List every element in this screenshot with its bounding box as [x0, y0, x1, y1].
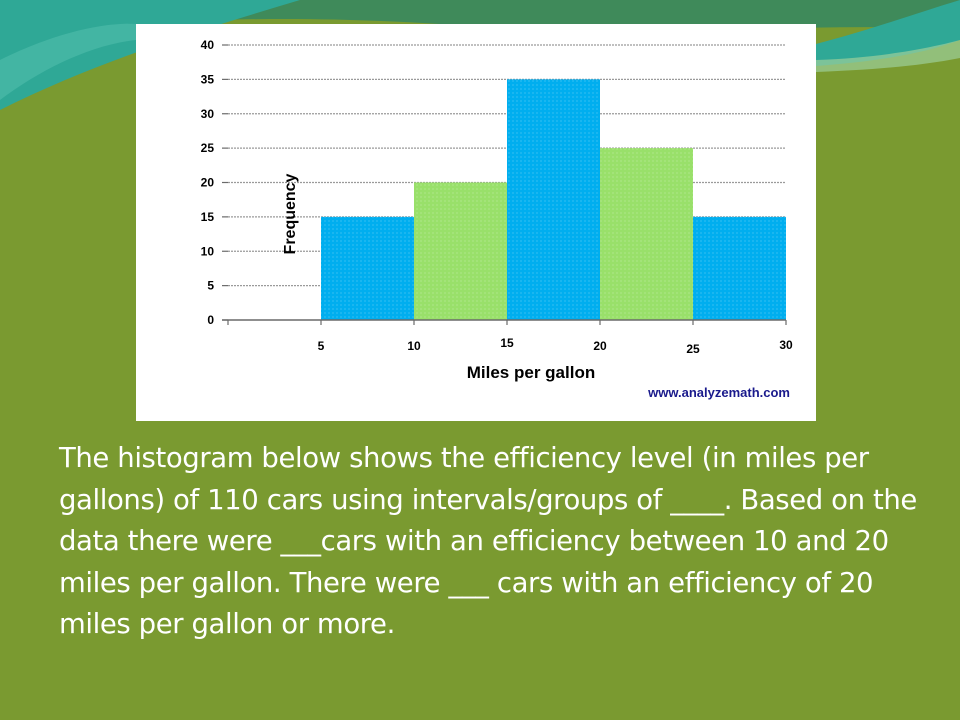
x-tick-label-20: 20	[593, 339, 607, 353]
bar-texture-5-10	[321, 216, 414, 320]
x-tick-labels: 5 10 15 20 25 30	[318, 336, 793, 356]
y-tick-labels: 0 5 10 15 20 25 30 35 40	[201, 38, 215, 327]
question-text: The histogram below shows the efficiency…	[59, 442, 917, 640]
y-tick-label-15: 15	[201, 210, 215, 224]
bar-texture-15-20	[507, 79, 600, 320]
histogram-chart: 0 5 10 15 20 25 30 35 40 5 10 15 20 25 30 Frequency M…	[201, 38, 793, 400]
watermark-text: www.analyzemath.com	[647, 385, 790, 400]
x-tick-label-10: 10	[407, 339, 421, 353]
x-tick-label-30: 30	[779, 338, 793, 352]
y-tick-label-30: 30	[201, 107, 215, 121]
x-tick-label-5: 5	[318, 339, 325, 353]
y-tick-label-40: 40	[201, 38, 215, 52]
bar-texture-25-30	[693, 216, 786, 320]
x-tick-label-25: 25	[686, 342, 700, 356]
y-tick-label-35: 35	[201, 72, 215, 86]
chart-panel: 0 5 10 15 20 25 30 35 40 5 10 15 20 25 30 Frequency M…	[136, 24, 816, 421]
x-axis-label: Miles per gallon	[467, 363, 595, 382]
axes	[222, 44, 787, 325]
y-axis-label: Frequency	[282, 173, 299, 254]
y-tick-label-25: 25	[201, 141, 215, 155]
y-tick-label-0: 0	[207, 313, 214, 327]
y-tick-label-20: 20	[201, 176, 215, 190]
bar-texture-20-25	[600, 148, 693, 320]
y-tick-label-5: 5	[207, 279, 214, 293]
histogram-bars	[321, 79, 786, 320]
x-tick-label-15: 15	[500, 336, 514, 350]
bar-texture-10-15	[414, 182, 507, 320]
y-tick-label-10: 10	[201, 244, 215, 258]
